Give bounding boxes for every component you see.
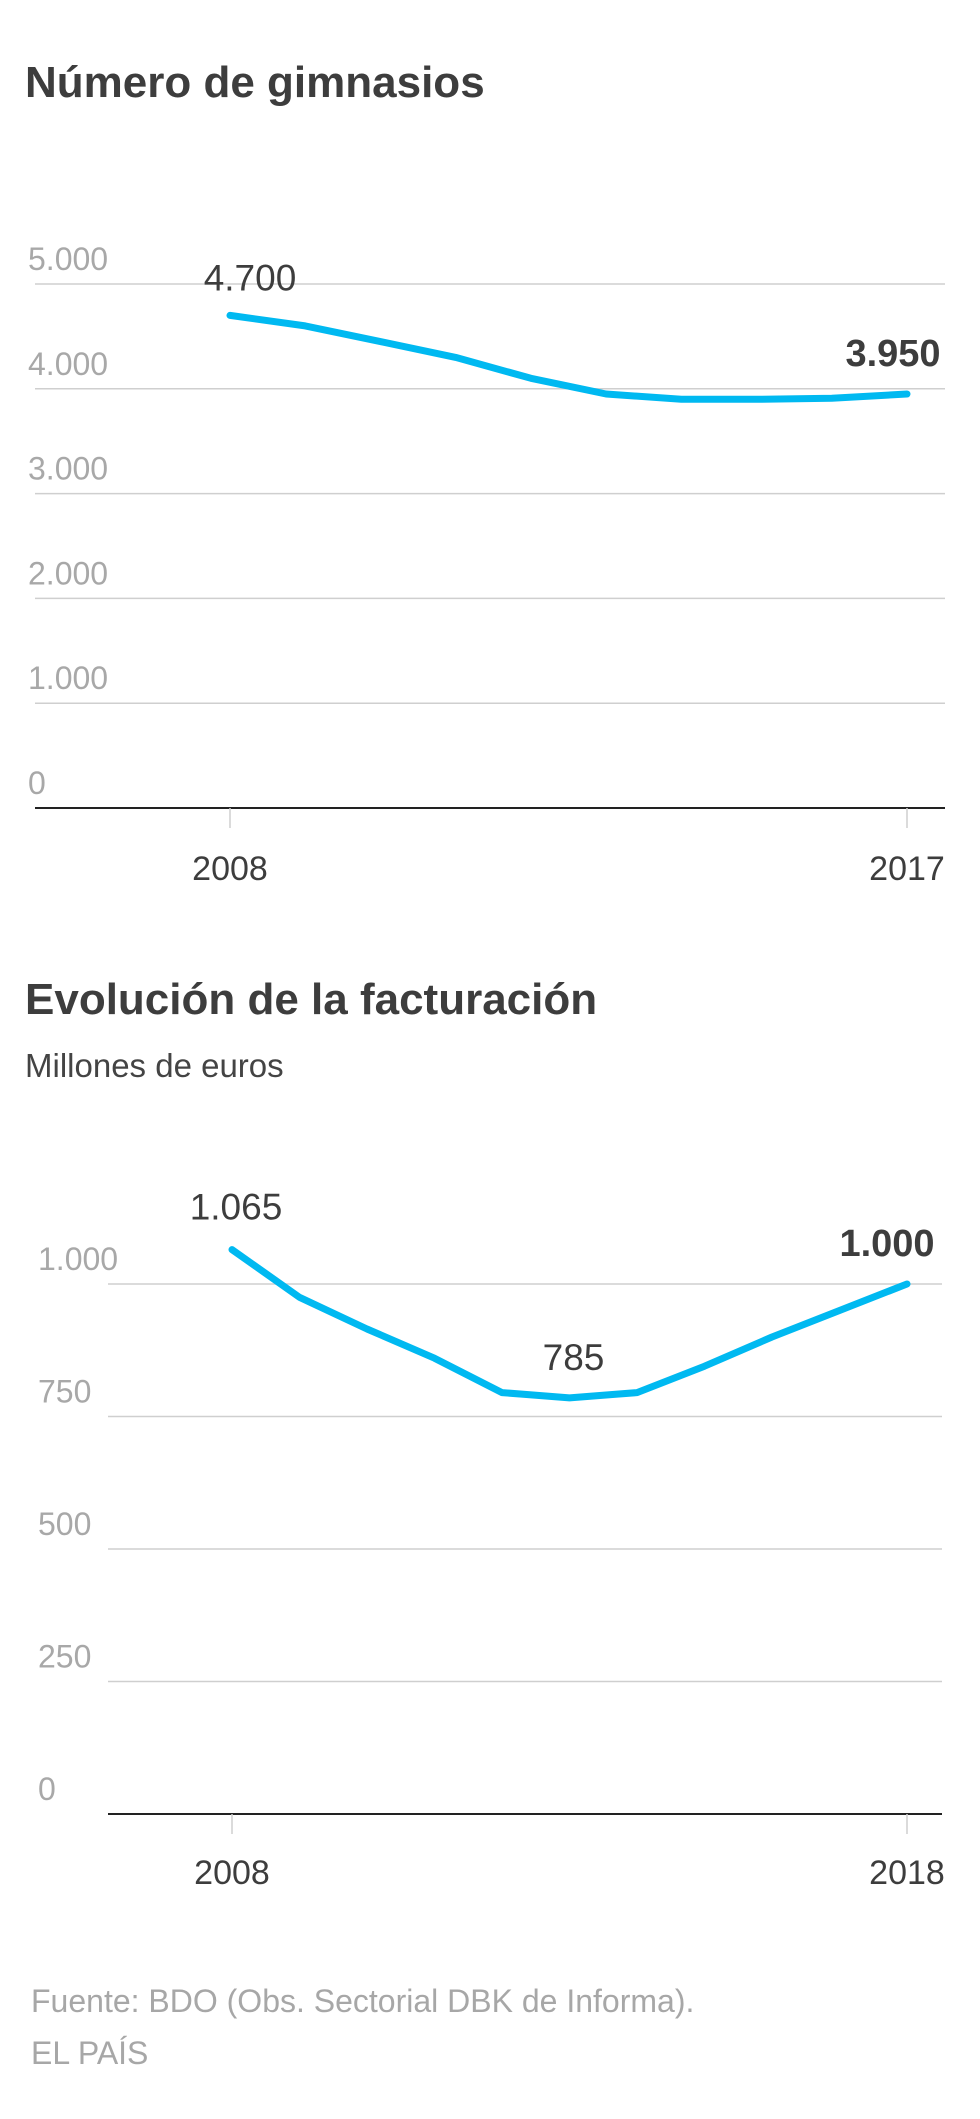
series-line <box>226 311 911 403</box>
data-label: 4.700 <box>204 257 297 298</box>
source-block: Fuente: BDO (Obs. Sectorial DBK de Infor… <box>31 1975 694 2079</box>
chart2-title: Evolución de la facturación <box>25 975 598 1024</box>
data-label: 3.950 <box>845 333 940 375</box>
x-tick-label: 2008 <box>192 850 268 888</box>
y-tick-label: 2.000 <box>28 555 108 591</box>
y-tick-label: 250 <box>38 1639 91 1675</box>
y-tick-label: 500 <box>38 1506 91 1542</box>
chart1-title: Número de gimnasios <box>25 58 485 107</box>
chart2-subtitle: Millones de euros <box>25 1047 284 1084</box>
data-label: 1.000 <box>839 1223 934 1265</box>
y-tick-label: 0 <box>28 765 46 801</box>
series-line <box>228 1246 911 1402</box>
chart1-container: 0 1.000 2.000 3.000 4.000 5.000 2008 2017 4.700 3… <box>0 230 980 910</box>
chart2-container: 0 250 500 750 1.000 2008 2018 1.065 785 1.000 <box>0 1160 980 1890</box>
chart1-svg: 0 1.000 2.000 3.000 4.000 5.000 2008 2017 4.700 3… <box>28 241 945 888</box>
x-tick-label: 2008 <box>194 1854 270 1890</box>
y-tick-label: 750 <box>38 1374 91 1410</box>
data-label: 1.065 <box>190 1187 283 1228</box>
chart2-svg: 0 250 500 750 1.000 2008 2018 1.065 785 1.000 <box>38 1187 945 1890</box>
y-tick-label: 5.000 <box>28 241 108 277</box>
y-tick-label: 0 <box>38 1771 56 1807</box>
data-label: 785 <box>543 1337 605 1378</box>
y-tick-label: 3.000 <box>28 451 108 487</box>
y-tick-label: 1.000 <box>38 1241 118 1277</box>
x-tick-label: 2017 <box>869 850 945 888</box>
y-tick-label: 1.000 <box>28 660 108 696</box>
publisher-name: EL PAÍS <box>31 2035 149 2071</box>
source-text: Fuente: BDO (Obs. Sectorial DBK de Infor… <box>31 1983 695 2019</box>
y-tick-label: 4.000 <box>28 346 108 382</box>
x-tick-label: 2018 <box>869 1854 945 1890</box>
